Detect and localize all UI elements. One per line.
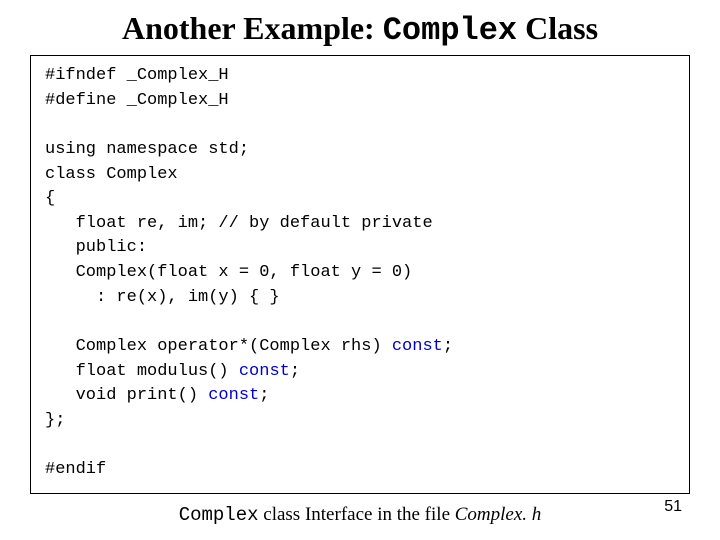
page-number: 51 xyxy=(664,498,682,516)
caption: Complex class Interface in the file Comp… xyxy=(30,504,690,526)
title-mono: Complex xyxy=(383,12,517,49)
title-suffix: Class xyxy=(517,10,598,46)
caption-mono: Complex xyxy=(179,504,259,526)
title-prefix: Another Example: xyxy=(122,10,383,46)
caption-filename: Complex. h xyxy=(455,504,542,525)
slide: Another Example: Complex Class #ifndef _… xyxy=(0,0,720,540)
caption-mid: class Interface in the file xyxy=(259,504,455,525)
slide-title: Another Example: Complex Class xyxy=(30,10,690,49)
code-block: #ifndef _Complex_H #define _Complex_H us… xyxy=(30,55,690,494)
